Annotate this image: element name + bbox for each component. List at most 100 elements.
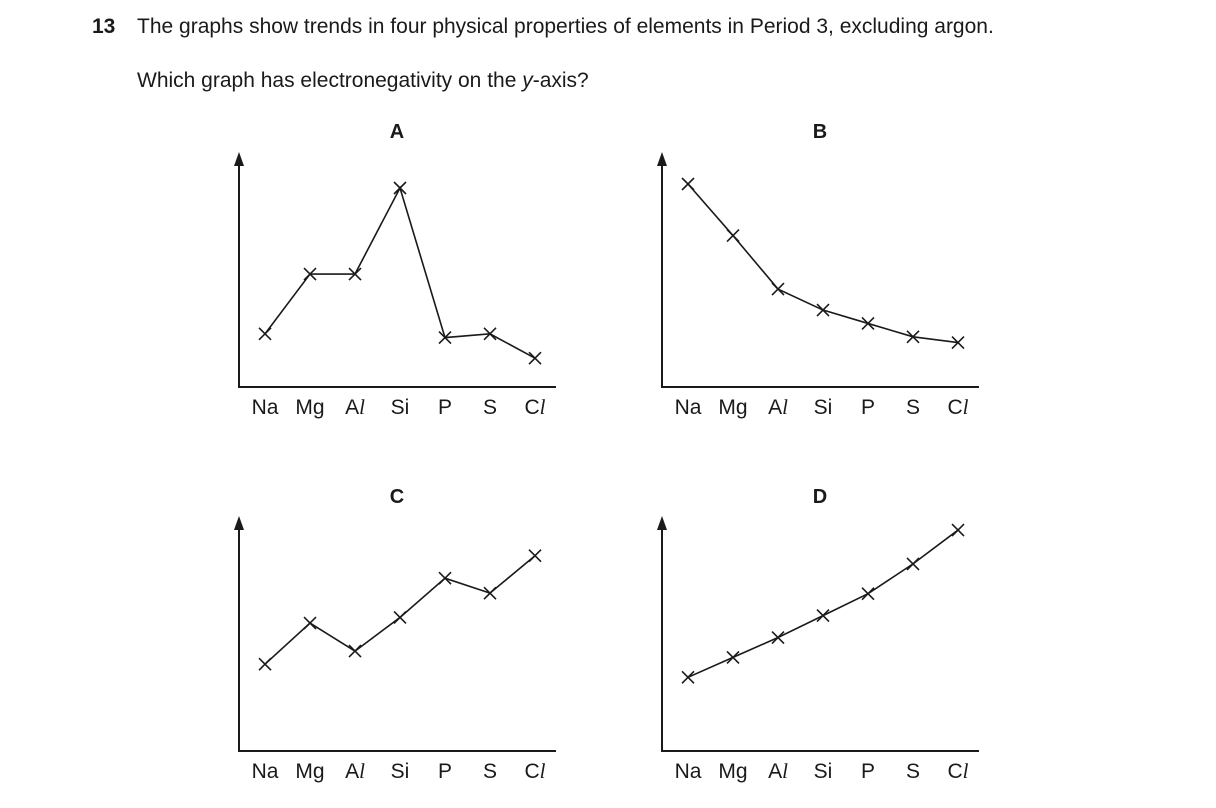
graph-b: B Na Mg Al Si P S Cl [657, 121, 979, 419]
tick-label-al: Al [768, 395, 788, 419]
marker-stroke [816, 303, 830, 317]
data-point-al [348, 267, 362, 281]
y-axis-arrow [657, 152, 667, 166]
tick-label-si: Si [814, 760, 833, 783]
tick-label-si: Si [391, 396, 410, 419]
series-line [687, 183, 959, 344]
data-point-p [438, 571, 452, 585]
marker-stroke [951, 523, 965, 537]
marker-stroke [348, 267, 362, 281]
tick-label-s: S [483, 396, 497, 419]
tick-label-cl: Cl [947, 759, 968, 783]
data-point-al [771, 630, 785, 645]
data-point-p [438, 331, 452, 345]
question-number: 13 [92, 15, 116, 38]
tick-label-p: P [861, 760, 875, 783]
data-point-al [771, 282, 785, 296]
tick-label-s: S [483, 760, 497, 783]
data-point-si [393, 610, 407, 625]
tick-label-al: Al [345, 759, 365, 783]
marker-stroke [303, 616, 317, 630]
data-point-s [906, 557, 920, 571]
tick-label-mg: Mg [295, 396, 324, 419]
marker-stroke [906, 330, 920, 344]
data-point-p [861, 316, 875, 330]
data-point-cl [528, 549, 542, 563]
marker-stroke [348, 644, 362, 658]
data-point-na [681, 670, 695, 684]
marker-stroke [861, 316, 875, 330]
graph-title: C [390, 486, 404, 508]
graph-title: A [390, 121, 404, 143]
tick-label-p: P [438, 396, 452, 419]
marker-stroke [438, 331, 452, 345]
tick-label-al: Al [345, 395, 365, 419]
tick-label-na: Na [252, 760, 279, 783]
question-prompt: Which graph has electronegativity on the… [137, 68, 589, 94]
data-point-na [258, 327, 272, 341]
tick-label-p: P [438, 760, 452, 783]
prompt-text-end: -axis? [532, 69, 589, 92]
marker-stroke [906, 557, 920, 571]
marker-stroke [861, 587, 875, 601]
data-point-al [348, 644, 362, 658]
marker-stroke [258, 327, 272, 341]
marker-stroke [528, 351, 542, 365]
data-point-s [483, 586, 497, 600]
series-line [264, 555, 536, 665]
series-line [687, 529, 959, 679]
tick-label-p: P [861, 396, 875, 419]
data-point-si [393, 181, 407, 195]
prompt-text-start: Which graph has electronegativity on the [137, 69, 523, 92]
marker-stroke [393, 610, 407, 625]
data-point-mg [303, 267, 317, 281]
marker-stroke [393, 181, 407, 195]
series-line [264, 185, 536, 359]
tick-label-na: Na [675, 396, 702, 419]
question-text: The graphs show trends in four physical … [137, 15, 994, 38]
tick-label-al: Al [768, 759, 788, 783]
marker-stroke [726, 650, 740, 664]
y-axis-arrow [234, 516, 244, 530]
tick-label-s: S [906, 396, 920, 419]
data-point-p [861, 587, 875, 601]
data-point-cl [951, 335, 965, 350]
graph-d: D Na Mg Al Si P S Cl [657, 486, 979, 783]
marker-stroke [816, 609, 830, 623]
data-point-mg [303, 616, 317, 630]
marker-stroke [528, 549, 542, 563]
tick-label-na: Na [252, 396, 279, 419]
tick-label-na: Na [675, 760, 702, 783]
y-axis-arrow [234, 152, 244, 166]
graph-title: D [813, 486, 827, 508]
marker-stroke [726, 229, 740, 243]
tick-label-s: S [906, 760, 920, 783]
tick-label-cl: Cl [524, 395, 545, 419]
tick-label-mg: Mg [718, 760, 747, 783]
marker-stroke [681, 670, 695, 684]
marker-stroke [303, 267, 317, 281]
marker-stroke [483, 586, 497, 600]
data-point-s [906, 330, 920, 344]
data-point-s [483, 327, 497, 341]
tick-label-si: Si [814, 396, 833, 419]
prompt-axis-variable: y [522, 69, 533, 92]
data-point-si [816, 303, 830, 317]
data-point-mg [726, 650, 740, 664]
data-point-na [258, 657, 272, 671]
tick-label-cl: Cl [524, 759, 545, 783]
tick-label-cl: Cl [947, 395, 968, 419]
tick-label-mg: Mg [295, 760, 324, 783]
data-point-mg [726, 229, 740, 243]
data-point-cl [951, 523, 965, 537]
marker-stroke [438, 571, 452, 585]
marker-stroke [771, 630, 785, 645]
data-point-cl [528, 351, 542, 365]
marker-stroke [681, 177, 695, 191]
graph-a: A Na Mg Al Si P S Cl [234, 121, 556, 419]
tick-label-mg: Mg [718, 396, 747, 419]
graph-c: C Na Mg Al Si P S Cl [234, 486, 556, 783]
graph-title: B [813, 121, 827, 143]
marker-stroke [771, 282, 785, 296]
